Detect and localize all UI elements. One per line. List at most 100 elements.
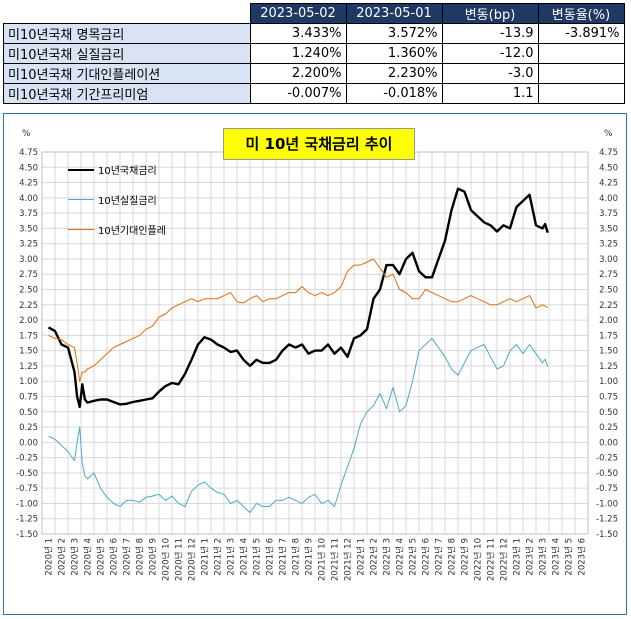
y-tick-label-right: 3.00 xyxy=(599,255,618,265)
y-tick-label-right: 4.00 xyxy=(599,194,618,204)
y-tick-label-left: -1.25 xyxy=(16,515,38,525)
x-tick-label: 2020년 11 xyxy=(174,538,185,581)
y-tick-label-left: 0.00 xyxy=(19,438,38,448)
value-date1: 1.240% xyxy=(249,43,347,64)
y-tick-label-left: 4.00 xyxy=(19,194,38,204)
chart-panel: -1.50 -1.50 -1.25 -1.25 -1.00 -1.00 -0.75 -0.75… xyxy=(3,113,627,615)
x-tick-label: 2020년 10 xyxy=(161,538,172,581)
x-tick-label: 2022년 1 xyxy=(356,538,367,576)
table-row: 미10년국채 실질금리 1.240% 1.360% -12.0 xyxy=(3,43,625,64)
x-tick-label: 2022년 8 xyxy=(447,538,458,576)
y-tick-label-left: 3.25 xyxy=(19,240,38,250)
x-tick-label: 2021년 7 xyxy=(278,538,289,576)
table-header-row: 2023-05-02 2023-05-01 변동(bp) 변동율(%) xyxy=(3,3,625,24)
x-tick-label: 2020년 6 xyxy=(109,538,120,576)
y-tick-label-left: 2.75 xyxy=(19,270,38,280)
y-tick-label-right: -0.75 xyxy=(596,484,618,494)
y-tick-label-right: -1.00 xyxy=(596,499,618,509)
y-tick-label-left: 3.00 xyxy=(19,255,38,265)
y-tick-label-left: 2.25 xyxy=(19,301,38,311)
y-tick-label-left: 0.25 xyxy=(19,423,38,433)
x-tick-label: 2021년 1 xyxy=(200,538,211,576)
rate-summary-table: 2023-05-02 2023-05-01 변동(bp) 변동율(%) 미10년… xyxy=(3,3,625,104)
value-date1: 3.433% xyxy=(249,23,347,44)
y-tick-label-right: 3.25 xyxy=(599,240,618,250)
y-tick-label-left: 3.50 xyxy=(19,224,38,234)
y-tick-label-right: 2.75 xyxy=(599,270,618,280)
value-date2: 2.230% xyxy=(345,63,443,84)
y-tick-label-left: -1.00 xyxy=(16,499,38,509)
x-tick-label: 2022년 10 xyxy=(473,538,484,581)
legend-label: 10년국채금리 xyxy=(98,166,157,177)
y-tick-label-left: 1.00 xyxy=(19,377,38,387)
y-tick-label-right: -1.25 xyxy=(596,515,618,525)
row-label: 미10년국채 명목금리 xyxy=(3,23,251,44)
x-tick-label: 2022년 9 xyxy=(460,538,471,576)
y-tick-label-left: 0.75 xyxy=(19,392,38,402)
series-line-2 xyxy=(48,337,549,514)
y-tick-label-left: -1.50 xyxy=(16,530,38,540)
y-tick-label-right: 1.75 xyxy=(599,331,618,341)
value-date1: 2.200% xyxy=(249,63,347,84)
x-tick-label: 2020년 4 xyxy=(83,538,94,576)
y-tick-label-left: 1.50 xyxy=(19,347,38,357)
header-change-bp: 변동(bp) xyxy=(441,3,539,24)
y-tick-label-right: 1.50 xyxy=(599,347,618,357)
y-tick-label-left: -0.25 xyxy=(16,454,38,464)
x-tick-label: 2022년 7 xyxy=(434,538,445,576)
y-tick-label-left: 2.50 xyxy=(19,286,38,296)
x-tick-label: 2023년 1 xyxy=(512,538,523,576)
legend-label: 10년실질금리 xyxy=(98,196,157,207)
legend-label: 10년기대인플레 xyxy=(98,226,166,237)
y-axis-label-left: % xyxy=(22,129,31,139)
y-tick-label-right: 0.25 xyxy=(599,423,618,433)
series-line-1 xyxy=(47,187,549,409)
header-corner-cell xyxy=(3,3,251,24)
x-tick-label: 2022년 11 xyxy=(486,538,497,581)
x-tick-label: 2023년 4 xyxy=(551,538,562,576)
value-date2: 3.572% xyxy=(345,23,443,44)
y-tick-label-left: 2.00 xyxy=(19,316,38,326)
y-tick-label-right: 0.75 xyxy=(599,392,618,402)
change-bp: 1.1 xyxy=(441,83,539,104)
y-tick-label-right: 1.25 xyxy=(599,362,618,372)
x-tick-label: 2022년 12 xyxy=(499,538,510,581)
y-tick-label-right: 3.50 xyxy=(599,224,618,234)
header-date2: 2023-05-01 xyxy=(345,3,443,24)
change-pct: -3.891% xyxy=(537,23,625,44)
x-tick-label: 2022년 2 xyxy=(369,538,380,576)
x-tick-label: 2020년 7 xyxy=(122,538,133,576)
row-label: 미10년국채 기대인플레이션 xyxy=(3,63,251,84)
y-tick-label-right: 3.75 xyxy=(599,209,618,219)
y-tick-label-right: 0.50 xyxy=(599,408,618,418)
x-tick-label: 2021년 11 xyxy=(330,538,341,581)
x-tick-label: 2021년 8 xyxy=(291,538,302,576)
value-date1: -0.007% xyxy=(249,83,347,104)
change-pct xyxy=(537,63,625,84)
x-tick-label: 2022년 5 xyxy=(408,538,419,576)
x-tick-label: 2020년 5 xyxy=(96,538,107,576)
x-tick-label: 2022년 4 xyxy=(395,538,406,576)
table-row: 미10년국채 명목금리 3.433% 3.572% -13.9 -3.891% xyxy=(3,23,625,44)
y-tick-label-right: 4.25 xyxy=(599,179,618,189)
y-tick-label-left: 4.75 xyxy=(19,148,38,158)
x-tick-label: 2020년 12 xyxy=(187,538,198,581)
y-tick-label-left: 4.50 xyxy=(19,163,38,173)
legend-item: 10년국채금리 xyxy=(68,162,157,177)
x-tick-label: 2021년 2 xyxy=(213,538,224,576)
x-tick-label: 2021년 10 xyxy=(317,538,328,581)
y-tick-label-right: -1.50 xyxy=(596,530,618,540)
change-pct xyxy=(537,43,625,64)
legend-item: 10년기대인플레 xyxy=(68,222,166,237)
row-label: 미10년국채 기간프리미엄 xyxy=(3,83,251,104)
y-tick-label-right: 2.50 xyxy=(599,286,618,296)
x-tick-label: 2020년 8 xyxy=(135,538,146,576)
y-axis-label-right: % xyxy=(604,129,613,139)
legend-swatch xyxy=(68,229,94,230)
change-bp: -13.9 xyxy=(441,23,539,44)
y-tick-label-right: 2.25 xyxy=(599,301,618,311)
y-tick-label-right: 1.00 xyxy=(599,377,618,387)
value-date2: 1.360% xyxy=(345,43,443,64)
y-tick-label-right: 4.50 xyxy=(599,163,618,173)
x-tick-label: 2021년 12 xyxy=(343,538,354,581)
